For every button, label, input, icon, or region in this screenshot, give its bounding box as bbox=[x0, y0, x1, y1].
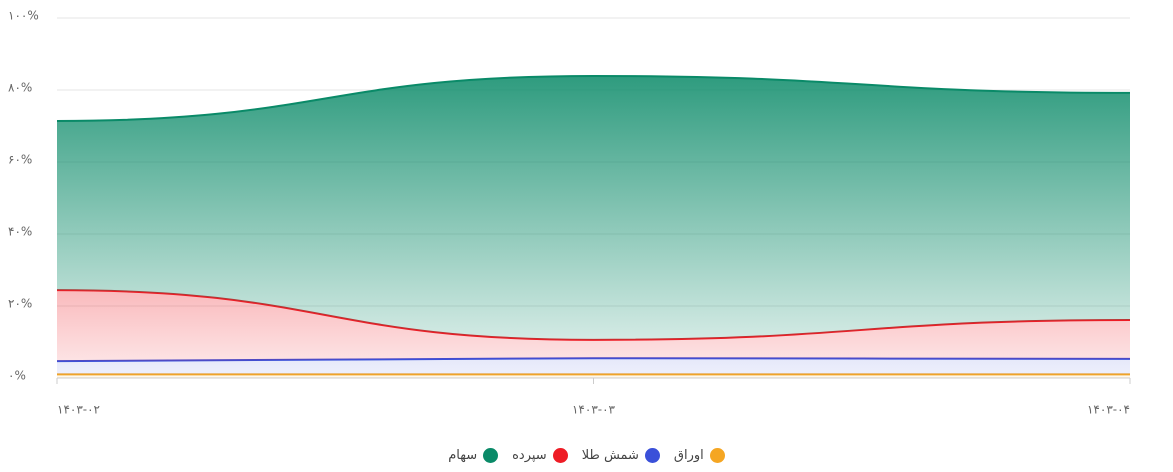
chart: ۰% ۲۰% ۴۰% ۶۰% ۸۰% ۱۰۰% ۱۴۰۳-۰۲ ۱۴۰۳-۰۳ ۱۴۰۳-۰۴ bbox=[8, 9, 1131, 417]
y-tick-label: ۰% bbox=[8, 369, 26, 383]
area-line bbox=[56, 74, 1131, 122]
area-fill bbox=[57, 75, 1130, 340]
y-tick-label: ۴۰% bbox=[8, 225, 32, 239]
area-fill bbox=[57, 290, 1130, 362]
legend-label: سهام bbox=[448, 448, 478, 463]
legend-item[interactable]: سپرده bbox=[512, 448, 568, 463]
area-fill bbox=[57, 358, 1130, 375]
legend: اوراق شمش طلا سپرده سهام bbox=[0, 448, 1173, 463]
legend-swatch bbox=[709, 448, 725, 463]
y-tick-label: ۱۰۰% bbox=[8, 9, 39, 23]
legend-swatch bbox=[552, 448, 568, 463]
legend-swatch bbox=[483, 448, 499, 463]
legend-item[interactable]: شمش طلا bbox=[582, 448, 660, 463]
y-tick-label: ۶۰% bbox=[8, 153, 32, 167]
x-tick-label: ۱۴۰۳-۰۲ bbox=[57, 403, 100, 417]
legend-swatch bbox=[644, 448, 660, 463]
legend-label: شمش طلا bbox=[581, 448, 639, 463]
x-tick-label: ۱۴۰۳-۰۳ bbox=[572, 403, 616, 417]
legend-label: سپرده bbox=[512, 448, 547, 463]
y-tick-label: ۸۰% bbox=[8, 81, 32, 95]
x-tick-label: ۱۴۰۳-۰۴ bbox=[1087, 403, 1130, 417]
legend-item[interactable]: اوراق bbox=[674, 448, 725, 463]
legend-item[interactable]: سهام bbox=[448, 448, 499, 463]
legend-label: اوراق bbox=[673, 448, 704, 463]
y-tick-label: ۲۰% bbox=[8, 297, 32, 311]
